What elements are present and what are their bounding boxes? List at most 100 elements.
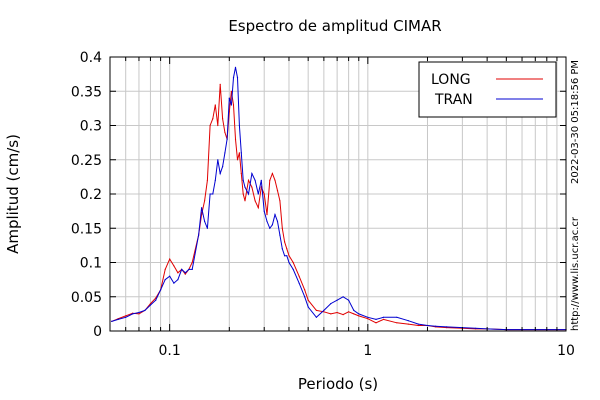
y-tick-label: 0.1 [80,256,102,272]
data-point-long [230,90,232,92]
legend: LONG TRAN [418,61,557,118]
data-point-tran [201,207,203,209]
data-point-tran [149,304,152,306]
data-point-long [323,311,325,313]
data-point-tran [375,318,377,320]
data-point-tran [169,275,171,277]
data-point-tran [155,299,157,301]
data-point-long [217,124,219,127]
data-point-long [247,179,250,181]
data-point-tran [117,318,119,320]
data-point-tran [407,320,409,322]
data-point-tran [367,316,369,318]
data-point-long [396,322,398,324]
data-point-long [417,324,419,327]
y-tick-label: 0.05 [71,290,102,306]
y-tick-label: 0.4 [80,50,102,66]
data-point-tran [230,104,232,106]
data-point-long [367,318,369,320]
data-point-tran [236,77,239,79]
series-layer [111,66,567,331]
data-point-tran [475,327,477,329]
data-point-long [304,289,306,291]
data-point-long [358,315,360,317]
data-point-long [298,275,300,277]
data-point-tran [271,224,273,226]
data-point-long [279,200,281,202]
source-url-label: http://www.lis.ucr.ac.cr [570,217,581,331]
data-point-tran [274,214,276,216]
data-point-tran [254,179,256,181]
data-point-long [206,179,208,181]
data-point-tran [164,279,166,281]
legend-box [418,61,557,118]
data-point-long [382,318,385,320]
data-point-tran [217,159,219,161]
data-point-tran [263,210,265,212]
x-tick-label: 10 [557,343,575,359]
data-point-tran [284,255,286,257]
data-point-long [244,200,246,202]
data-point-long [209,124,211,127]
ticks: 0 0.05 0.1 0.15 0.2 0.25 0.3 0.35 0.4 0.1 1 10 [71,50,575,359]
x-tick-label: 1 [363,343,372,359]
data-point-tran [279,234,281,236]
data-point-long [274,179,276,181]
data-point-tran [348,299,350,301]
data-point-tran [238,124,240,127]
data-point-tran [323,309,325,311]
data-point-long [281,227,283,229]
data-point-long [286,248,288,250]
data-point-tran [212,193,214,195]
data-point-tran [138,311,140,314]
data-point-tran [396,316,398,318]
x-axis-label: Periodo (s) [297,375,379,393]
data-point-tran [240,152,242,154]
data-point-tran [269,227,271,229]
data-point-tran [247,193,250,195]
data-point-long [251,186,253,188]
data-point-long [315,309,317,311]
y-tick-label: 0 [93,324,102,340]
data-point-tran [315,316,317,318]
data-point-long [375,322,377,324]
data-point-long [212,118,214,120]
data-point-tran [125,316,127,318]
data-point-long [232,104,235,106]
data-point-long [269,179,271,181]
data-point-long [155,297,157,299]
data-point-tran [307,306,309,308]
data-point-long [342,314,344,316]
y-tick-label: 0.2 [80,187,102,203]
data-point-long [125,315,127,317]
data-point-tran [286,255,288,257]
data-point-tran [382,316,385,318]
data-point-tran [260,179,262,181]
data-point-long [254,200,256,202]
data-point-tran [266,220,268,222]
data-point-long [271,172,273,175]
data-point-long [330,313,332,315]
data-point-long [407,323,409,325]
data-point-long [348,311,350,313]
chart-title: Espectro de amplitud CIMAR [228,17,442,35]
data-point-tran [446,326,448,328]
data-point-tran [276,220,279,222]
data-point-tran [188,268,190,270]
data-point-long [191,261,193,264]
data-point-tran [219,172,221,175]
data-point-tran [160,289,162,291]
data-point-tran [244,186,246,188]
data-point-tran [206,227,208,229]
data-point-tran [209,193,211,195]
data-point-long [222,118,224,120]
data-point-tran [228,97,230,99]
data-point-tran [204,220,206,222]
data-point-long [307,299,309,301]
data-point-long [204,200,206,202]
data-point-long [224,131,226,133]
data-point-tran [426,324,429,327]
data-point-tran [111,320,113,322]
data-point-long [169,258,171,260]
